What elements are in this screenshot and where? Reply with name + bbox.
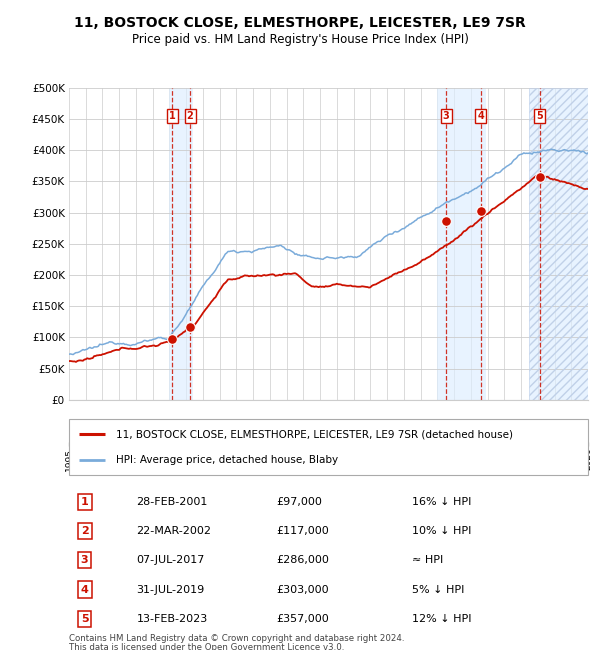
Text: 28-FEB-2001: 28-FEB-2001	[136, 497, 208, 507]
Text: 11, BOSTOCK CLOSE, ELMESTHORPE, LEICESTER, LE9 7SR: 11, BOSTOCK CLOSE, ELMESTHORPE, LEICESTE…	[74, 16, 526, 31]
Text: 5: 5	[81, 614, 88, 624]
Text: ≈ HPI: ≈ HPI	[412, 555, 443, 566]
Text: 5% ↓ HPI: 5% ↓ HPI	[412, 584, 464, 595]
Text: 2: 2	[187, 111, 193, 121]
Text: 4: 4	[477, 111, 484, 121]
Bar	[437, 88, 486, 400]
Text: 2: 2	[80, 526, 88, 536]
Text: 16% ↓ HPI: 16% ↓ HPI	[412, 497, 471, 507]
Text: 1: 1	[80, 497, 88, 507]
FancyBboxPatch shape	[69, 419, 588, 474]
Text: 12% ↓ HPI: 12% ↓ HPI	[412, 614, 471, 624]
Bar	[169, 88, 193, 400]
Text: 11, BOSTOCK CLOSE, ELMESTHORPE, LEICESTER, LE9 7SR (detached house): 11, BOSTOCK CLOSE, ELMESTHORPE, LEICESTE…	[116, 429, 513, 439]
Text: 3: 3	[81, 555, 88, 566]
Text: £357,000: £357,000	[277, 614, 329, 624]
Text: £303,000: £303,000	[277, 584, 329, 595]
Text: 31-JUL-2019: 31-JUL-2019	[136, 584, 205, 595]
Text: £97,000: £97,000	[277, 497, 322, 507]
Bar	[529, 88, 588, 400]
Text: £286,000: £286,000	[277, 555, 329, 566]
Text: 4: 4	[80, 584, 89, 595]
Text: 10% ↓ HPI: 10% ↓ HPI	[412, 526, 471, 536]
Text: £117,000: £117,000	[277, 526, 329, 536]
Text: 13-FEB-2023: 13-FEB-2023	[136, 614, 208, 624]
Text: 5: 5	[536, 111, 543, 121]
Text: 22-MAR-2002: 22-MAR-2002	[136, 526, 211, 536]
Text: HPI: Average price, detached house, Blaby: HPI: Average price, detached house, Blab…	[116, 454, 338, 465]
Text: 07-JUL-2017: 07-JUL-2017	[136, 555, 205, 566]
Text: 1: 1	[169, 111, 176, 121]
Text: This data is licensed under the Open Government Licence v3.0.: This data is licensed under the Open Gov…	[69, 644, 344, 650]
Bar	[529, 88, 588, 400]
Text: Contains HM Land Registry data © Crown copyright and database right 2024.: Contains HM Land Registry data © Crown c…	[69, 634, 404, 643]
Text: 3: 3	[443, 111, 449, 121]
Text: Price paid vs. HM Land Registry's House Price Index (HPI): Price paid vs. HM Land Registry's House …	[131, 32, 469, 46]
